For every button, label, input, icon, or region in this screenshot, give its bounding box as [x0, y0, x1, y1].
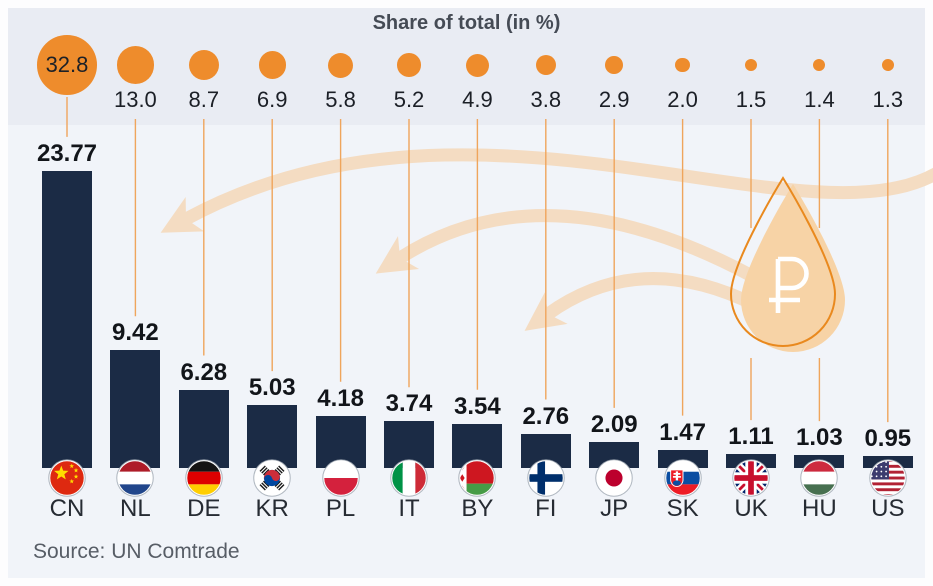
bar-value-label: 2.09 — [590, 410, 638, 438]
bar-value-label: 9.42 — [112, 319, 159, 347]
share-value-label: 5.2 — [393, 87, 425, 112]
share-bubble — [188, 49, 220, 81]
share-value-label: 6.9 — [256, 87, 288, 112]
flag-sk-icon — [663, 459, 702, 497]
flag-kr-icon — [253, 459, 291, 497]
country-code-label: IT — [398, 495, 420, 522]
flag-us-icon — [869, 459, 907, 497]
share-bubble — [258, 51, 286, 79]
bar-value-label: 1.47 — [659, 418, 706, 446]
bar-value-label: 0.95 — [864, 425, 912, 453]
flow-arrow-icon — [375, 209, 756, 282]
share-value-label: 1.5 — [735, 87, 767, 112]
country-code-label: NL — [120, 495, 151, 522]
flag-fi-icon — [527, 459, 565, 497]
share-value-label: 32.8 — [45, 51, 89, 77]
country-code-label: US — [871, 495, 905, 522]
flag-hu-icon — [800, 459, 839, 497]
share-value-label: 8.7 — [188, 87, 220, 112]
country-code-label: SK — [666, 495, 699, 522]
share-value-label: 2.0 — [667, 87, 698, 112]
share-bubble — [328, 52, 354, 78]
bar-value-label: 23.77 — [36, 139, 98, 167]
share-value-label: 5.8 — [325, 87, 356, 112]
country-code-label: FI — [535, 495, 557, 522]
bar-value-label: 5.03 — [248, 374, 296, 402]
share-value-label: 2.9 — [598, 87, 630, 112]
share-bubble — [116, 46, 155, 84]
flag-jp-icon — [595, 459, 633, 497]
bar-value-label: 1.11 — [728, 423, 774, 451]
share-value-label: 1.4 — [804, 87, 835, 112]
country-code-label: UK — [734, 495, 768, 522]
country-code-label: HU — [802, 495, 837, 522]
bar-value-label: 2.76 — [522, 402, 570, 430]
share-bubble — [535, 54, 556, 76]
bar-value-label: 1.03 — [796, 424, 843, 452]
ruble-sign-icon — [769, 256, 809, 313]
flow-arrow-icon — [160, 148, 933, 233]
flag-cn-icon — [48, 459, 86, 497]
flag-by-icon — [458, 459, 497, 497]
share-bubble — [605, 56, 623, 74]
flag-it-icon — [390, 459, 428, 497]
oil-drop-icon — [729, 176, 845, 352]
share-bubble — [675, 57, 690, 73]
flag-uk-icon — [732, 459, 770, 497]
country-code-label: PL — [325, 495, 356, 522]
column-guide-lines — [66, 97, 889, 423]
share-bubble: 32.8 — [37, 35, 97, 95]
bar — [110, 350, 161, 469]
bar-value-label: 4.18 — [317, 384, 364, 412]
share-bubble — [744, 58, 758, 72]
country-code-label: DE — [187, 495, 221, 522]
share-bubble — [397, 53, 421, 77]
flow-arrow-icon — [524, 272, 758, 331]
source-note: Source: UN Comtrade — [33, 540, 240, 563]
bar-value-label: 3.54 — [454, 392, 501, 420]
chart-title: Share of total (in %) — [372, 12, 561, 34]
share-bubble — [881, 59, 894, 71]
bar — [42, 170, 92, 468]
bar-value-label: 3.74 — [385, 390, 433, 418]
country-code-label: CN — [49, 495, 85, 522]
country-code-label: KR — [255, 495, 289, 522]
share-value-label: 4.9 — [462, 87, 493, 112]
country-code-label: BY — [461, 495, 494, 522]
bar — [178, 389, 229, 468]
bar-value-label: 6.28 — [180, 358, 228, 386]
country-code-label: JP — [600, 495, 629, 522]
share-value-label: 3.8 — [530, 87, 562, 112]
share-value-label: 13.0 — [113, 87, 157, 112]
share-value-label: 1.3 — [872, 87, 904, 112]
flow-arrows — [160, 148, 933, 331]
share-bubble — [813, 58, 826, 72]
share-bubble — [465, 53, 489, 77]
flag-pl-icon — [321, 459, 360, 497]
bar — [657, 449, 708, 468]
flag-de-icon — [185, 459, 223, 497]
bar — [247, 405, 298, 468]
flag-nl-icon — [116, 459, 155, 497]
